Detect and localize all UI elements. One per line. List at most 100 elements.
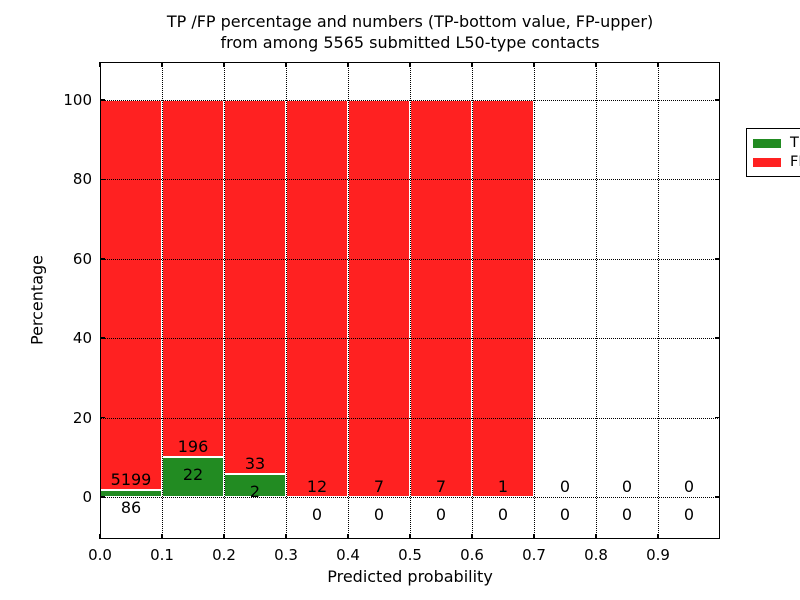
bar-count-label-fp: 12	[306, 476, 328, 496]
y-tick	[715, 416, 720, 419]
x-tick	[285, 534, 287, 539]
grid-line-vertical	[596, 62, 597, 539]
x-tick	[533, 62, 535, 67]
bar-count-label-tp: 0	[373, 504, 385, 524]
x-tick	[347, 62, 349, 67]
y-tick-label: 80	[72, 170, 92, 189]
bar-segment-fp	[348, 100, 410, 497]
chart-title: TP /FP percentage and numbers (TP-bottom…	[100, 11, 720, 53]
bar-count-label-tp: 0	[683, 504, 695, 524]
grid-line-vertical	[162, 62, 163, 539]
x-tick	[99, 534, 101, 539]
bar-count-label-fp: 1	[497, 476, 509, 496]
bar-count-label-tp: 2	[249, 482, 261, 502]
legend: TP FP	[746, 128, 800, 177]
bar-segment-fp	[286, 100, 348, 497]
x-tick-label: 0.0	[88, 546, 112, 564]
x-tick	[223, 62, 225, 67]
grid-line-horizontal	[100, 179, 720, 181]
y-tick	[715, 178, 720, 181]
bar-count-label-tp: 0	[621, 504, 633, 524]
grid-line-horizontal	[100, 258, 720, 260]
x-tick	[285, 62, 287, 67]
x-tick	[223, 534, 225, 539]
x-tick-label: 0.2	[212, 546, 236, 564]
x-tick-label: 0.7	[522, 546, 546, 564]
bar-count-label-fp: 5199	[110, 470, 152, 490]
chart-title-line1: TP /FP percentage and numbers (TP-bottom…	[166, 12, 654, 31]
x-tick	[471, 62, 473, 67]
bar-segment-fp	[100, 100, 162, 491]
x-tick	[161, 62, 163, 67]
x-tick	[347, 534, 349, 539]
x-tick	[471, 534, 473, 539]
bar-count-label-tp: 0	[497, 504, 509, 524]
y-tick	[100, 496, 105, 498]
legend-row: FP	[753, 153, 800, 172]
x-tick	[533, 534, 535, 539]
grid-line-horizontal	[100, 417, 720, 419]
bar-count-label-fp: 0	[621, 476, 633, 496]
y-axis-label: Percentage	[27, 254, 47, 346]
chart-title-line2: from among 5565 submitted L50-type conta…	[220, 33, 600, 52]
legend-swatch-tp	[753, 139, 781, 148]
y-tick	[715, 258, 720, 260]
grid-line-vertical	[348, 62, 349, 539]
grid-line-vertical	[472, 62, 473, 539]
y-tick-label: 0	[82, 487, 92, 506]
x-tick	[595, 534, 597, 539]
x-tick	[657, 62, 659, 67]
y-tick	[100, 99, 105, 101]
x-tick	[657, 534, 659, 539]
grid-line-vertical	[286, 62, 287, 539]
legend-row: TP	[753, 134, 800, 153]
x-tick-label: 0.3	[274, 546, 298, 564]
bar-count-label-tp: 86	[120, 498, 142, 518]
x-tick	[409, 62, 411, 67]
grid-line-vertical	[658, 62, 659, 539]
bar-segment-fp	[410, 100, 472, 497]
legend-swatch-fp	[753, 158, 781, 167]
bar-count-label-fp: 7	[373, 476, 385, 496]
y-tick-label: 100	[63, 91, 92, 110]
grid-line-horizontal	[100, 100, 720, 102]
x-tick	[99, 62, 101, 67]
plot-area: TP FP 5199 86 196 22 33 2 12 0 7 0 7 0 1 0 0 0 0 0 0 0	[99, 62, 800, 539]
bar-count-label-fp: 33	[244, 454, 266, 474]
y-tick	[100, 258, 105, 260]
x-tick-label: 0.9	[646, 546, 670, 564]
bar-count-label-tp: 0	[559, 504, 571, 524]
y-tick	[100, 178, 105, 181]
x-tick	[161, 534, 163, 539]
x-tick-label: 0.8	[584, 546, 608, 564]
y-tick	[100, 416, 105, 419]
grid-line-horizontal	[100, 496, 720, 498]
y-tick-label: 40	[72, 329, 92, 348]
bar-count-label-tp: 0	[435, 504, 447, 524]
legend-label: TP	[790, 135, 800, 151]
bar-count-label-tp: 22	[182, 464, 204, 484]
x-tick-label: 0.6	[460, 546, 484, 564]
bar-count-label-fp: 0	[683, 476, 695, 496]
y-tick	[715, 496, 720, 498]
bar-segment-tp	[162, 456, 224, 497]
x-tick-label: 0.5	[398, 546, 422, 564]
bar-count-label-tp: 0	[311, 504, 323, 524]
x-axis-label: Predicted probability	[327, 567, 493, 586]
grid-line-vertical	[224, 62, 225, 539]
bar-count-label-fp: 7	[435, 476, 447, 496]
x-tick-label: 0.1	[150, 546, 174, 564]
y-tick	[100, 337, 105, 339]
legend-label: FP	[790, 154, 800, 170]
grid-line-vertical	[410, 62, 411, 539]
y-tick-label: 60	[72, 249, 92, 268]
x-tick	[409, 534, 411, 539]
bar-segment-fp	[224, 100, 286, 475]
x-tick-label: 0.4	[336, 546, 360, 564]
y-tick	[715, 337, 720, 339]
bar-count-label-fp: 196	[177, 436, 209, 456]
x-tick	[595, 62, 597, 67]
bar-count-label-fp: 0	[559, 476, 571, 496]
bar-segment-fp	[472, 100, 534, 497]
